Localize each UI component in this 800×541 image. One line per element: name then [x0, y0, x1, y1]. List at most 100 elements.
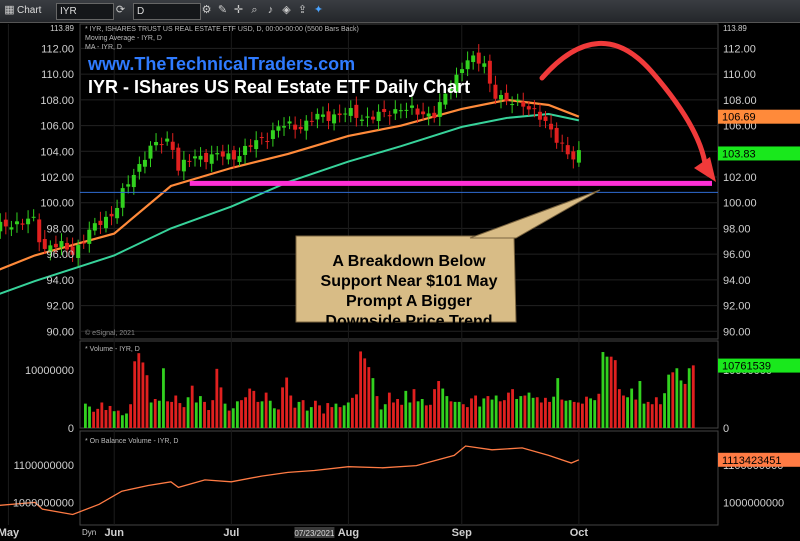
candle-body: [387, 115, 392, 117]
candle-body: [159, 144, 164, 146]
price-tick-right: 96.00: [723, 249, 751, 261]
candle-body: [560, 142, 565, 144]
volume-bar: [498, 401, 502, 428]
volume-bar: [383, 404, 387, 428]
candle-body: [87, 229, 92, 244]
symbol-field[interactable]: IYR: [56, 3, 114, 20]
candle-body: [259, 137, 264, 139]
settings-icon[interactable]: ⚙: [201, 4, 212, 16]
volume-bar: [433, 389, 436, 428]
volume-bar: [580, 403, 584, 428]
candle-body: [270, 130, 275, 139]
volume-tick-right: 0: [723, 423, 729, 435]
price-tick-left: 96.00: [46, 249, 74, 261]
volume-bar: [622, 395, 625, 428]
volume-bar: [494, 395, 498, 428]
volume-bar: [260, 401, 264, 428]
candle-body: [276, 126, 281, 131]
candle-body: [26, 218, 31, 225]
candle-body: [298, 126, 303, 130]
time-tick: May: [0, 527, 20, 539]
volume-bar: [318, 405, 321, 428]
volume-bar: [141, 362, 145, 428]
volume-bar: [642, 403, 646, 428]
candle-body: [192, 156, 197, 159]
candle-body: [98, 220, 103, 225]
volume-bar: [367, 367, 371, 428]
series-header-2: Moving Average - IYR, D: [85, 35, 162, 42]
volume-bar: [223, 403, 227, 428]
volume-bar: [227, 410, 231, 428]
volume-bar: [544, 397, 547, 428]
candle-body: [65, 242, 70, 250]
volume-bar: [137, 353, 141, 428]
candle-body: [448, 88, 453, 91]
trend-arrow-head: [694, 157, 716, 182]
volume-bar: [133, 361, 137, 428]
volume-bar: [108, 405, 112, 428]
volume-bar: [379, 409, 383, 428]
share-icon[interactable]: ⇪: [297, 4, 308, 16]
date-highlight: 07/23/2021: [294, 529, 335, 538]
candle-body: [109, 213, 114, 217]
candle-body: [576, 150, 581, 163]
volume-bar: [420, 399, 424, 428]
candle-body: [187, 160, 192, 162]
volume-tick-left: 0: [68, 423, 74, 435]
volume-bar: [511, 389, 514, 428]
draw-icon[interactable]: ✎: [217, 4, 228, 16]
refresh-icon[interactable]: ⟳: [115, 4, 126, 16]
volume-bar: [285, 377, 289, 428]
price-tick-left: 98.00: [46, 223, 74, 235]
volume-bar: [301, 400, 305, 428]
volume-bar: [297, 401, 301, 428]
trend-arrow-arc: [539, 40, 709, 175]
volume-bar: [519, 396, 523, 428]
volume-bar: [268, 400, 272, 428]
price-tick-left: 108.00: [40, 95, 74, 107]
candle-body: [165, 138, 170, 142]
price-tick-right: 110.00: [723, 69, 756, 81]
trade-icon[interactable]: ◈: [282, 4, 291, 16]
volume-bar: [556, 378, 560, 428]
volume-bar: [207, 410, 211, 428]
volume-bar: [486, 396, 490, 428]
bell-icon[interactable]: ♪: [267, 4, 274, 16]
volume-bar: [112, 411, 116, 428]
dyn-label[interactable]: Dyn: [82, 528, 97, 537]
volume-bar: [445, 396, 449, 428]
time-tick: Jul: [223, 527, 239, 539]
candle-body: [115, 207, 120, 219]
esignal-credit: © eSignal, 2021: [85, 330, 135, 337]
candle-body: [415, 108, 420, 115]
time-tick: Sep: [452, 527, 472, 539]
volume-bar: [449, 401, 453, 428]
candle-body: [454, 74, 459, 92]
volume-bar: [576, 402, 580, 428]
price-tick-left: 94.00: [46, 275, 74, 287]
volume-bar: [412, 389, 416, 428]
volume-bar: [248, 388, 252, 428]
volume-bar: [178, 403, 182, 428]
candle-body: [0, 221, 3, 232]
candle-body: [476, 52, 481, 64]
candle-body: [365, 116, 370, 118]
chart-canvas[interactable]: 112.00 112.00 110.00 110.00 108.00 108.00 106.…: [0, 22, 800, 541]
price-tick-left: 90.00: [46, 326, 74, 338]
toolbar: ▦ Chart IYR ⟳ D ⚙ ✎ ✛ ⌕ ♪ ◈ ⇪ ✦: [0, 0, 800, 23]
twitter-icon[interactable]: ✦: [313, 4, 324, 16]
chart-icon[interactable]: ▦: [4, 4, 15, 16]
candle-body: [3, 219, 8, 227]
interval-field[interactable]: D: [133, 3, 201, 20]
volume-bar: [535, 397, 539, 428]
volume-bar: [88, 406, 91, 428]
candle-body: [354, 104, 359, 118]
candle-body: [460, 69, 465, 74]
volume-bar: [219, 387, 223, 428]
price-tick-right: 90.00: [723, 326, 751, 338]
callout-text: A Breakdown Below Support Near $101 May …: [296, 252, 522, 332]
zoom-icon[interactable]: ⌕: [251, 4, 258, 16]
price-tick-left: 92.00: [46, 301, 74, 313]
candle-body: [304, 120, 309, 131]
crosshair-icon[interactable]: ✛: [233, 4, 244, 16]
